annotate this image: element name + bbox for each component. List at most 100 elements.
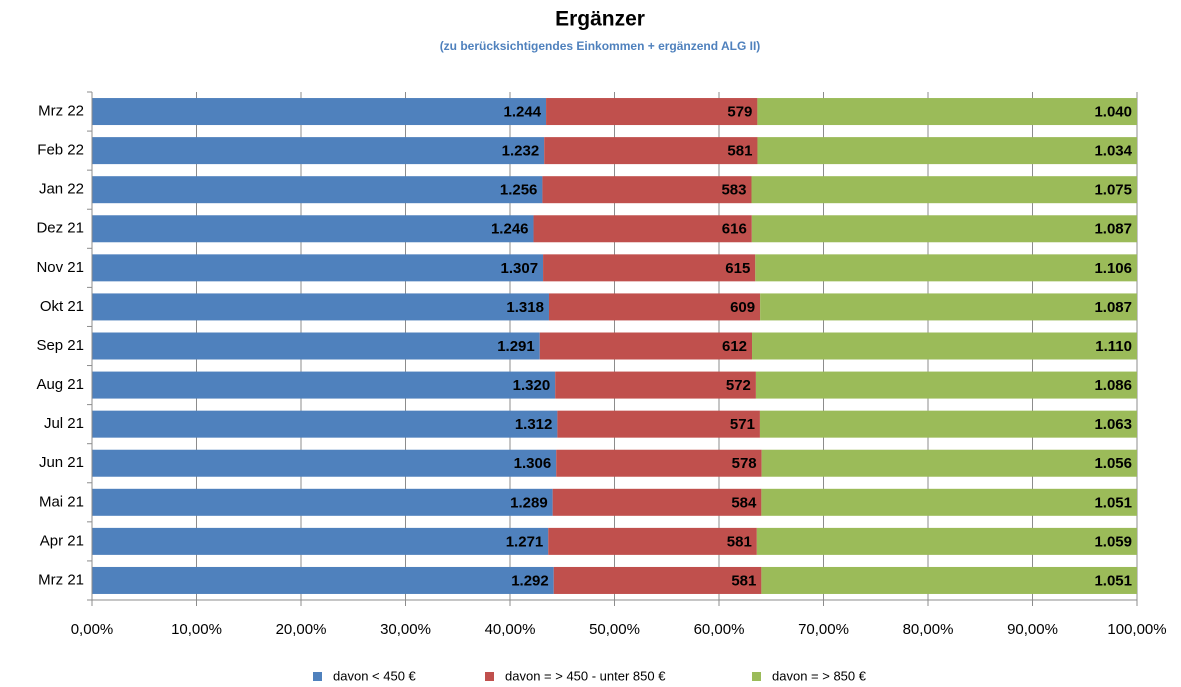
data-label: 584: [731, 494, 757, 511]
bar-segment: [755, 254, 1137, 282]
bar-segment: [760, 293, 1137, 321]
bar-segment: [757, 137, 1137, 165]
bar-segment: [92, 176, 543, 204]
x-tick-label: 40,00%: [485, 621, 536, 638]
y-tick-label: Apr 21: [40, 532, 84, 549]
y-tick-label: Dez 21: [36, 220, 84, 237]
bar-segment: [761, 566, 1137, 594]
data-label: 1.106: [1094, 260, 1132, 277]
y-tick-label: Mrz 22: [38, 103, 84, 120]
bar-segment: [543, 254, 756, 282]
bar-segment: [761, 449, 1137, 477]
bar-segment: [92, 137, 545, 165]
y-tick-label: Feb 22: [37, 142, 84, 159]
bar-segment: [557, 410, 760, 438]
bar-segment: [552, 488, 762, 516]
x-tick-label: 60,00%: [694, 621, 745, 638]
x-tick-label: 0,00%: [71, 621, 114, 638]
data-label: 612: [722, 338, 747, 355]
bar-segment: [759, 410, 1137, 438]
legend-swatch: [752, 672, 761, 681]
bar-segment: [755, 371, 1137, 399]
x-tick-label: 80,00%: [903, 621, 954, 638]
data-label: 1.075: [1094, 182, 1132, 199]
data-label: 1.059: [1094, 533, 1132, 550]
data-label: 571: [730, 416, 755, 433]
x-tick-label: 50,00%: [589, 621, 640, 638]
bar-segment: [544, 137, 758, 165]
data-label: 1.087: [1094, 221, 1132, 238]
data-label: 1.271: [506, 533, 544, 550]
data-label: 1.289: [510, 494, 548, 511]
data-label: 1.086: [1094, 377, 1132, 394]
data-label: 1.320: [513, 377, 551, 394]
data-label: 583: [721, 182, 746, 199]
data-label: 1.246: [491, 221, 529, 238]
data-label: 1.040: [1094, 104, 1132, 121]
bar-segment: [92, 449, 557, 477]
bar-segment: [757, 98, 1137, 126]
bar-segment: [92, 293, 549, 321]
data-label: 578: [732, 455, 757, 472]
bar-segment: [92, 332, 540, 360]
data-label: 579: [727, 104, 752, 121]
legend-label: davon = > 450 - unter 850 €: [505, 668, 666, 683]
bar-segment: [92, 98, 547, 126]
data-label: 581: [727, 143, 752, 160]
data-label: 1.063: [1094, 416, 1132, 433]
y-tick-label: Jul 21: [44, 415, 84, 432]
bar-segment: [92, 371, 556, 399]
chart-subtitle: (zu berücksichtigendes Einkommen + ergän…: [440, 39, 761, 53]
data-label: 1.307: [501, 260, 539, 277]
data-label: 572: [726, 377, 751, 394]
data-label: 1.087: [1094, 299, 1132, 316]
bar-segment: [752, 332, 1137, 360]
data-label: 1.256: [500, 182, 538, 199]
data-label: 1.110: [1095, 338, 1132, 355]
y-tick-label: Jan 22: [39, 181, 84, 198]
data-label: 616: [722, 221, 747, 238]
data-label: 1.051: [1094, 572, 1132, 589]
data-label: 1.056: [1094, 455, 1132, 472]
data-label: 609: [730, 299, 755, 316]
data-label: 615: [725, 260, 750, 277]
bar-segment: [556, 449, 762, 477]
bar-segment: [761, 488, 1137, 516]
x-tick-label: 100,00%: [1107, 621, 1166, 638]
bar-segment: [751, 176, 1137, 204]
data-label: 1.292: [511, 572, 549, 589]
y-tick-label: Jun 21: [39, 454, 84, 471]
bar-segment: [92, 254, 544, 282]
y-tick-label: Aug 21: [36, 376, 84, 393]
bar-segment: [92, 488, 553, 516]
bar-segment: [92, 566, 554, 594]
bar-segment: [92, 215, 534, 243]
x-tick-label: 10,00%: [171, 621, 222, 638]
data-label: 1.244: [504, 104, 542, 121]
y-tick-label: Mai 21: [39, 493, 84, 510]
y-tick-label: Nov 21: [36, 259, 84, 276]
x-tick-label: 70,00%: [798, 621, 849, 638]
bar-segment: [555, 371, 756, 399]
y-tick-label: Okt 21: [40, 298, 84, 315]
x-tick-label: 90,00%: [1007, 621, 1058, 638]
data-label: 1.291: [497, 338, 535, 355]
bar-segment: [92, 410, 558, 438]
y-tick-label: Sep 21: [36, 337, 84, 354]
x-tick-label: 20,00%: [276, 621, 327, 638]
bar-segment: [751, 215, 1137, 243]
legend-swatch: [313, 672, 322, 681]
chart-title: Ergänzer: [555, 8, 645, 31]
data-label: 1.306: [514, 455, 552, 472]
legend-swatch: [485, 672, 494, 681]
bar-segment: [756, 527, 1137, 555]
bar-segment: [548, 293, 761, 321]
bar-segment: [542, 176, 752, 204]
data-label: 1.232: [502, 143, 540, 160]
bar-segment: [539, 332, 753, 360]
data-label: 1.312: [515, 416, 553, 433]
bar-segment: [546, 98, 758, 126]
data-label: 581: [727, 533, 752, 550]
data-label: 581: [731, 572, 756, 589]
